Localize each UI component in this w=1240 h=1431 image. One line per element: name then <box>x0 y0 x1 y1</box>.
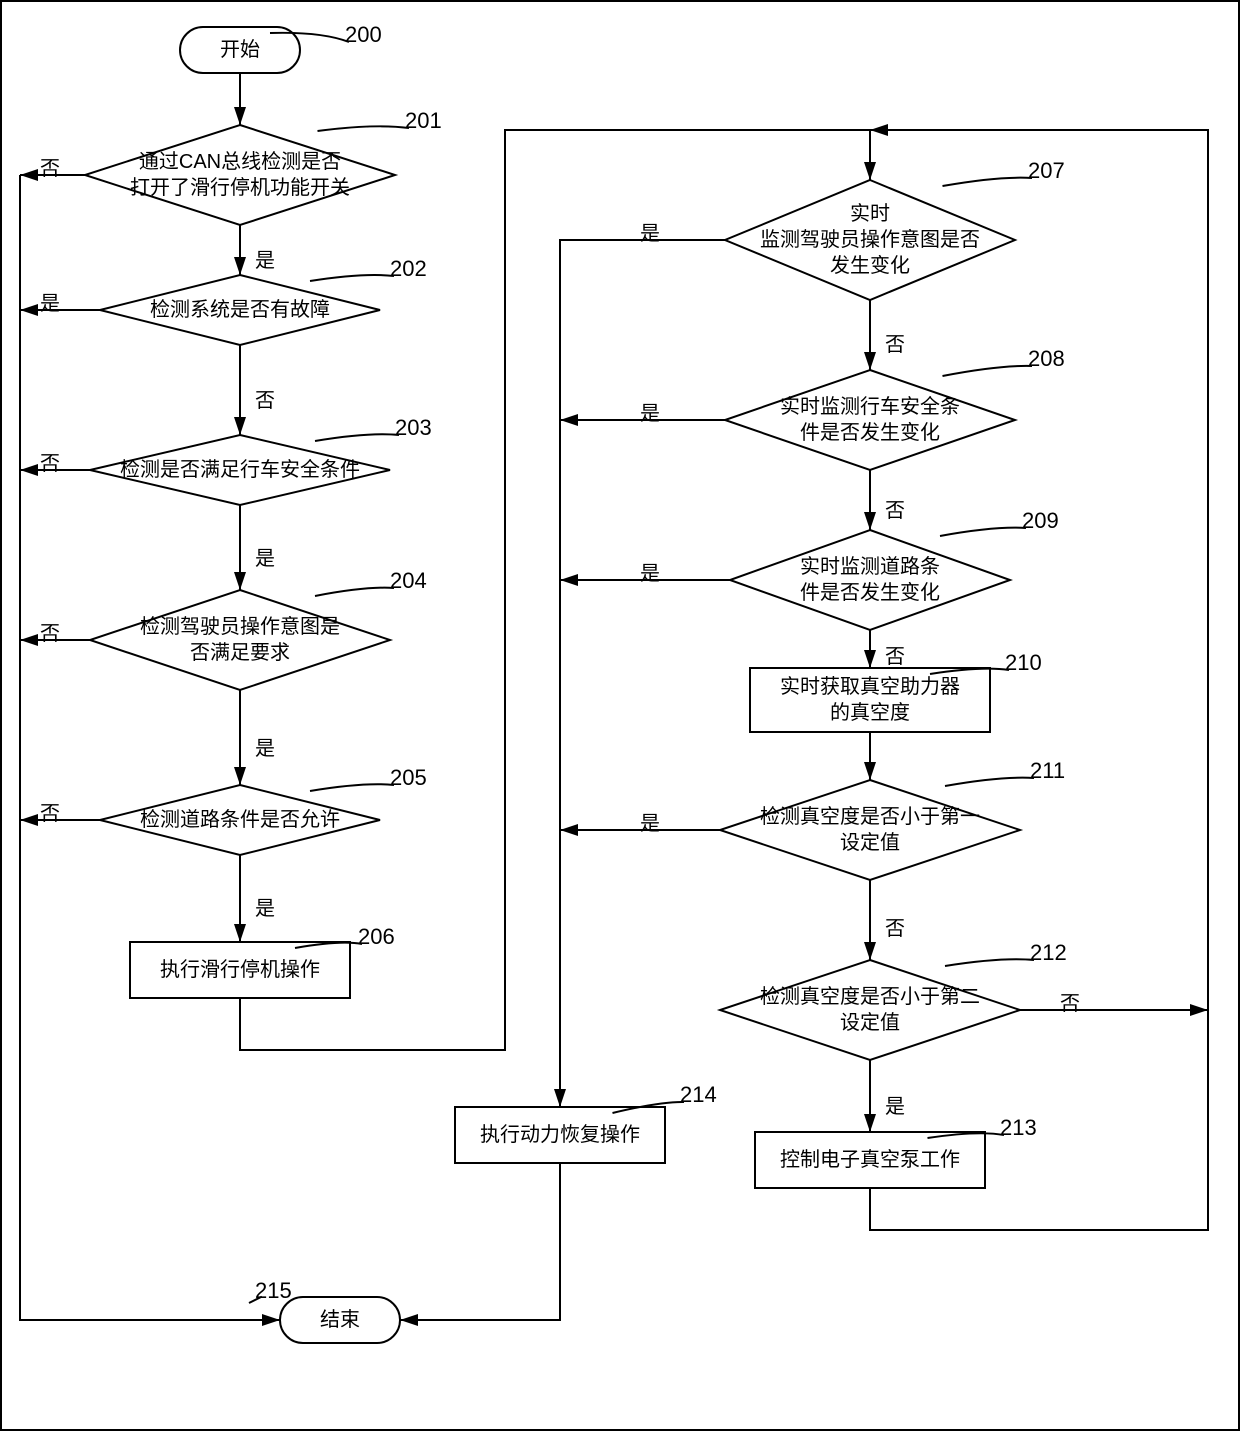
edge-label: 是 <box>885 1090 905 1119</box>
edge-label: 否 <box>40 797 60 826</box>
node-n200-ref: 200 <box>345 22 382 48</box>
edge-label: 是 <box>640 557 660 586</box>
edge-label: 否 <box>885 640 905 669</box>
edge-label: 否 <box>885 494 905 523</box>
node-n213-ref: 213 <box>1000 1115 1037 1141</box>
node-n201-ref: 201 <box>405 108 442 134</box>
node-n209-ref: 209 <box>1022 508 1059 534</box>
node-n210-ref: 210 <box>1005 650 1042 676</box>
edge-label: 是 <box>640 217 660 246</box>
node-n212-ref: 212 <box>1030 940 1067 966</box>
node-n211-ref: 211 <box>1030 758 1065 784</box>
edge-label: 是 <box>255 732 275 761</box>
edge-label: 否 <box>1060 987 1080 1016</box>
edge-label: 否 <box>255 384 275 413</box>
node-n208-ref: 208 <box>1028 346 1065 372</box>
edge-label: 否 <box>885 912 905 941</box>
flowchart-canvas <box>0 0 1240 1431</box>
edge-label: 是 <box>255 892 275 921</box>
edge-label: 否 <box>885 328 905 357</box>
edge-label: 是 <box>255 244 275 273</box>
edge-label: 是 <box>40 287 60 316</box>
node-n202-ref: 202 <box>390 256 427 282</box>
edge-label: 是 <box>255 542 275 571</box>
node-n204-ref: 204 <box>390 568 427 594</box>
node-n203-ref: 203 <box>395 415 432 441</box>
node-n206-ref: 206 <box>358 924 395 950</box>
node-n215-ref: 215 <box>255 1278 292 1304</box>
edge-label: 否 <box>40 617 60 646</box>
edge-label: 是 <box>640 807 660 836</box>
edge-label: 否 <box>40 152 60 181</box>
node-n205-ref: 205 <box>390 765 427 791</box>
node-n207-ref: 207 <box>1028 158 1065 184</box>
node-n214-ref: 214 <box>680 1082 717 1108</box>
edge-label: 是 <box>640 397 660 426</box>
edge-label: 否 <box>40 447 60 476</box>
